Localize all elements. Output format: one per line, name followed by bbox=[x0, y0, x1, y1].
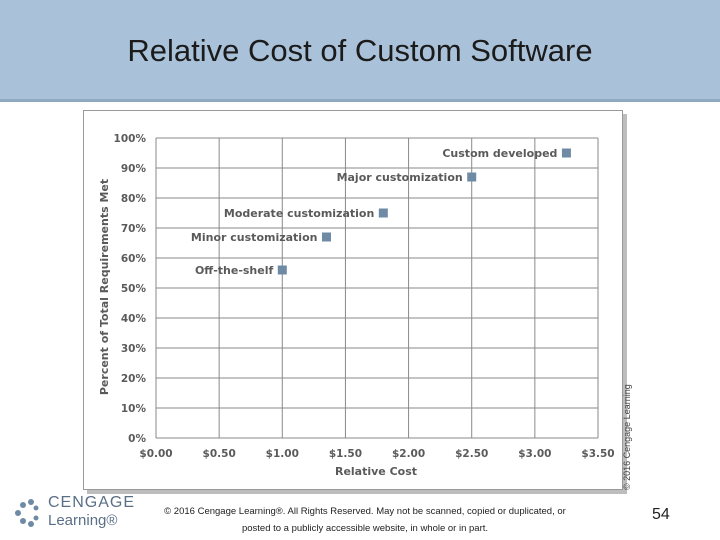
data-point bbox=[321, 232, 331, 242]
y-axis-ticks: 0% 10% 20% 30% 40% 50% 60% 70% 80% 90% 100% bbox=[114, 133, 147, 445]
y-tick-label: 80% bbox=[121, 193, 147, 205]
x-axis-label: Relative Cost bbox=[335, 465, 417, 478]
y-tick-label: 20% bbox=[121, 373, 147, 385]
data-point-label: Custom developed bbox=[442, 147, 557, 160]
data-point-label: Moderate customization bbox=[224, 207, 374, 220]
y-tick-label: 70% bbox=[121, 223, 147, 235]
footer-copyright: © 2016 Cengage Learning®. All Rights Res… bbox=[164, 506, 566, 534]
x-tick-label: $0.00 bbox=[139, 448, 172, 460]
chart-copyright: © 2016 Cengage Learning bbox=[622, 384, 632, 490]
title-bar: Relative Cost of Custom Software bbox=[0, 0, 720, 102]
scatter-chart: 0%10%20%30%40%50%60%70%80%90%100% $0.00 $… bbox=[98, 133, 615, 478]
x-tick-label: $3.50 bbox=[581, 448, 614, 460]
y-tick-label: 40% bbox=[121, 313, 147, 325]
data-point bbox=[467, 172, 477, 182]
y-tick-label: 100% bbox=[114, 133, 147, 145]
data-point bbox=[277, 265, 287, 275]
data-point bbox=[561, 148, 571, 158]
chart-grid bbox=[155, 137, 599, 439]
x-tick-label: $1.00 bbox=[266, 448, 299, 460]
data-point-label: Off-the-shelf bbox=[195, 264, 274, 277]
y-tick-label: 0% bbox=[128, 433, 146, 445]
logo-mark-icon bbox=[15, 499, 39, 527]
x-tick-label: $0.50 bbox=[203, 448, 236, 460]
y-tick-label: 90% bbox=[121, 163, 147, 175]
logo-text-cengage: CENGAGE bbox=[48, 494, 136, 511]
logo-text-learning: Learning® bbox=[48, 512, 118, 529]
y-tick-label: 10% bbox=[121, 403, 147, 415]
page-number: 54 bbox=[652, 506, 670, 523]
data-points: Off-the-shelf Minor customization Moderate… bbox=[191, 147, 571, 277]
cengage-logo: CENGAGE Learning® bbox=[12, 494, 162, 534]
chart-frame: 0% 10% 20% 30% 40% 50% 60% 70% 80% 90% 100% $0.00 $… bbox=[83, 110, 623, 490]
x-tick-label: $3.00 bbox=[518, 448, 551, 460]
x-axis-ticks: $0.00 $0.50 $1.00 $1.50 $2.00 $2.50 $3.00 $3.50 bbox=[139, 448, 614, 460]
x-tick-label: $1.50 bbox=[329, 448, 362, 460]
x-tick-label: $2.00 bbox=[392, 448, 425, 460]
y-tick-label: 30% bbox=[121, 343, 147, 355]
slide-title: Relative Cost of Custom Software bbox=[127, 33, 593, 68]
y-tick-label: 50% bbox=[121, 283, 147, 295]
data-point bbox=[378, 208, 388, 218]
data-point-label: Minor customization bbox=[191, 231, 318, 244]
y-tick-label: 60% bbox=[121, 253, 147, 265]
x-tick-label: $2.50 bbox=[455, 448, 488, 460]
data-point-label: Major customization bbox=[337, 171, 463, 184]
y-axis-label: Percent of Total Requirements Met bbox=[98, 179, 111, 395]
